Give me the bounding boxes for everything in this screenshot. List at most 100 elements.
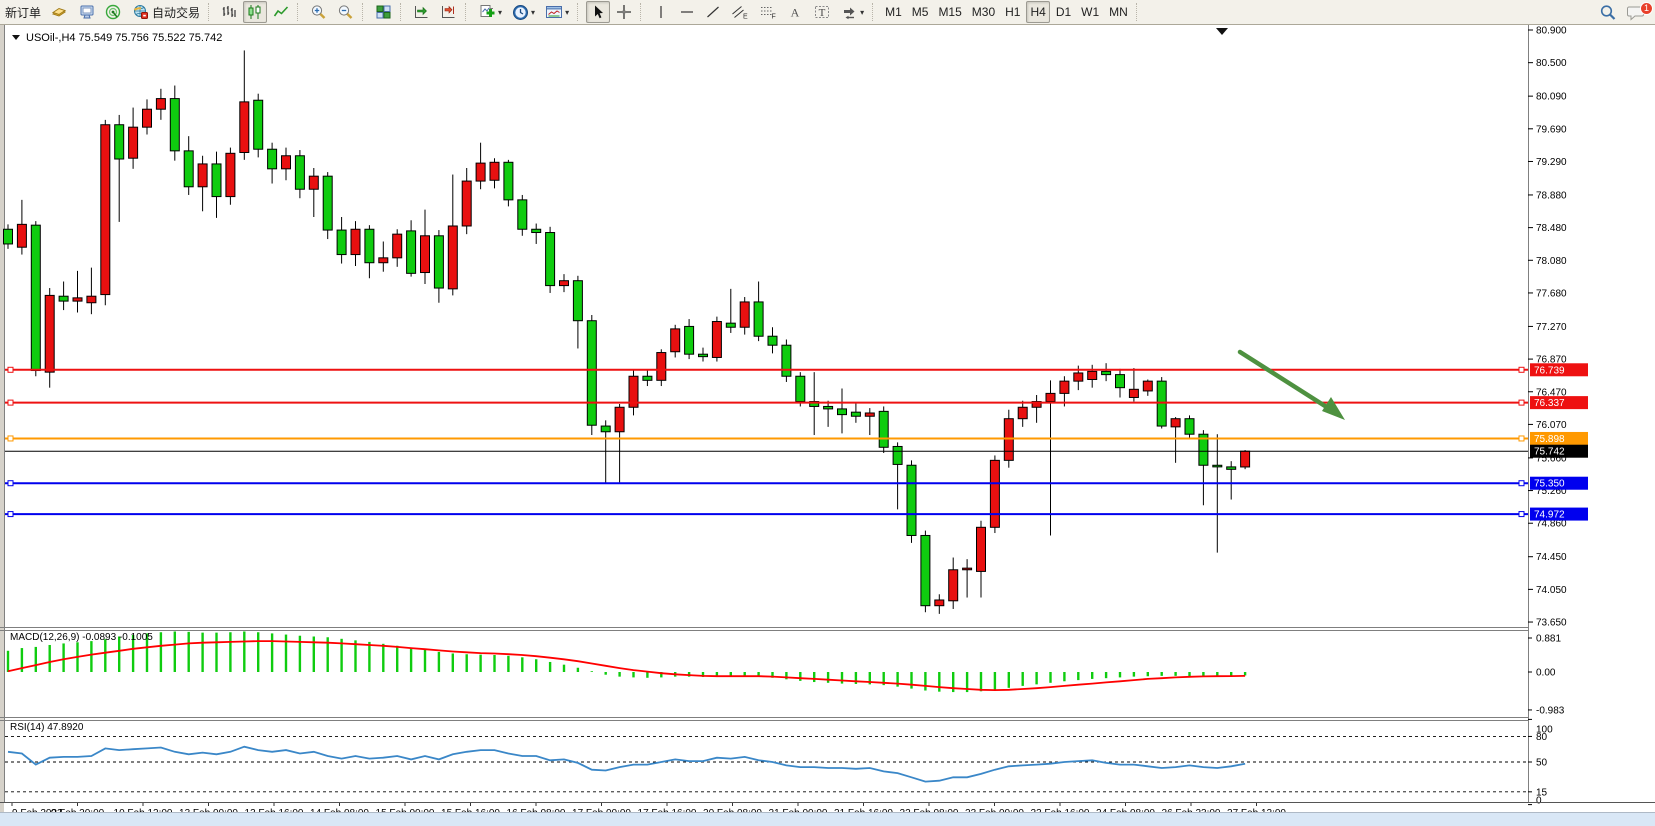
time-axis-label: 13 Feb 00:00 bbox=[179, 808, 238, 812]
support-line-1-price-chip bbox=[1530, 476, 1588, 490]
candle-down bbox=[322, 175, 333, 231]
tile-windows-button[interactable] bbox=[371, 1, 396, 23]
time-axis-label: 24 Feb 08:00 bbox=[1096, 808, 1155, 812]
rsi-axis-label: 100 bbox=[1536, 725, 1553, 736]
chevron-down-icon[interactable]: ▾ bbox=[498, 7, 503, 17]
rsi-axis-label: 50 bbox=[1536, 758, 1548, 769]
time-axis-label: 21 Feb 00:00 bbox=[769, 808, 828, 812]
hline-icon bbox=[679, 4, 695, 20]
candle-up bbox=[739, 301, 750, 328]
periods-button[interactable]: ▾ bbox=[508, 1, 539, 23]
bar-chart-button[interactable] bbox=[217, 1, 241, 23]
candle-down bbox=[169, 98, 180, 152]
price-axis-label: 75.260 bbox=[1536, 486, 1567, 497]
auto-trading-button[interactable]: 自动交易 bbox=[128, 1, 204, 23]
down-trend-arrow[interactable] bbox=[1237, 349, 1345, 420]
candle-down bbox=[253, 99, 264, 150]
arrow-head[interactable] bbox=[1322, 397, 1345, 420]
time-axis-label: 16 Feb 08:00 bbox=[507, 808, 566, 812]
pivot-line-right-handle[interactable] bbox=[1518, 435, 1525, 442]
tf-d1-button[interactable]: D1 bbox=[1052, 1, 1075, 23]
chart-shift-button[interactable] bbox=[436, 1, 461, 23]
chevron-down-icon[interactable]: ▾ bbox=[531, 7, 536, 17]
templates-button[interactable]: ▾ bbox=[541, 1, 573, 23]
resistance-line-2-left-handle[interactable] bbox=[7, 399, 14, 406]
market-watch-button[interactable] bbox=[47, 1, 72, 23]
indicators-button[interactable]: ▾ bbox=[474, 1, 506, 23]
price-axis-label: 76.470 bbox=[1536, 387, 1567, 398]
support-line-1-left-handle[interactable] bbox=[7, 480, 14, 487]
zoom-out-icon bbox=[337, 4, 354, 20]
resistance-line-1-right-handle[interactable] bbox=[1518, 366, 1525, 373]
resistance-line-1-left-handle[interactable] bbox=[7, 366, 14, 373]
horizontal-line-button[interactable] bbox=[675, 1, 699, 23]
support-line-2-left-handle[interactable] bbox=[7, 511, 14, 518]
auto-scroll-button[interactable] bbox=[409, 1, 434, 23]
shapes-icon bbox=[841, 4, 858, 20]
price-axis-label: 79.690 bbox=[1536, 124, 1567, 135]
chevron-down-icon[interactable]: ▾ bbox=[565, 7, 570, 17]
candle-down bbox=[892, 445, 903, 465]
candle-up bbox=[1017, 406, 1028, 420]
candle-up bbox=[475, 162, 486, 182]
cursor-button[interactable] bbox=[586, 1, 611, 23]
price-axis-label: 77.680 bbox=[1536, 288, 1567, 299]
zoom-in-button[interactable] bbox=[306, 1, 331, 23]
status-bar bbox=[0, 812, 1655, 826]
chat-button[interactable]: 1 bbox=[1623, 1, 1653, 23]
shapes-button[interactable]: ▾ bbox=[837, 1, 868, 23]
signal-button[interactable] bbox=[101, 1, 126, 23]
tf-w1-button[interactable]: W1 bbox=[1077, 1, 1103, 23]
rsi-panel: RSI(14) 47.8920 bbox=[5, 722, 1528, 793]
label-button[interactable]: T bbox=[809, 1, 835, 23]
data-window-button[interactable] bbox=[74, 1, 99, 23]
macd-axis-label: -0.983 bbox=[1536, 705, 1565, 716]
fibonacci-button[interactable]: F bbox=[755, 1, 781, 23]
folder-gold-icon bbox=[51, 4, 68, 20]
line-chart-button[interactable] bbox=[269, 1, 293, 23]
macd-axis-label: 0.00 bbox=[1536, 668, 1556, 679]
candle-up bbox=[155, 98, 166, 110]
time-axis-label: 9 Feb 2023 bbox=[12, 808, 63, 812]
vertical-line-button[interactable] bbox=[649, 1, 673, 23]
notification-badge[interactable]: 1 bbox=[1640, 2, 1653, 15]
candle-down bbox=[586, 320, 597, 426]
tf-m5-button[interactable]: M5 bbox=[908, 1, 933, 23]
time-axis[interactable]: 9 Feb 20239 Feb 20:00 10 Feb 12:00 13 Feb … bbox=[11, 802, 1286, 812]
candle-up bbox=[628, 375, 639, 408]
candle-up bbox=[614, 406, 625, 433]
pivot-line-left-handle[interactable] bbox=[7, 435, 14, 442]
candlestick-series bbox=[3, 50, 1251, 614]
zoom-out-button[interactable] bbox=[333, 1, 358, 23]
candle-up bbox=[948, 569, 959, 602]
tf-h4-button[interactable]: H4 bbox=[1026, 1, 1050, 23]
crosshair-button[interactable] bbox=[612, 1, 636, 23]
arrow-shaft[interactable] bbox=[1237, 349, 1339, 416]
chevron-down-icon[interactable]: ▾ bbox=[860, 7, 865, 17]
candle-down bbox=[406, 230, 417, 274]
candlestick-chart-button[interactable] bbox=[243, 1, 268, 23]
new-order-button[interactable]: 新订单 bbox=[1, 1, 45, 23]
chart-shift-marker[interactable] bbox=[1216, 28, 1228, 35]
candle-down bbox=[906, 464, 917, 536]
tf-h1-button[interactable]: H1 bbox=[1001, 1, 1024, 23]
tf-m5-button-label: M5 bbox=[911, 5, 929, 19]
tf-mn-button[interactable]: MN bbox=[1105, 1, 1132, 23]
resistance-line-2-right-handle[interactable] bbox=[1518, 399, 1525, 406]
channel-button[interactable]: E bbox=[727, 1, 753, 23]
chart-plot-area[interactable] bbox=[5, 25, 1528, 802]
tf-m15-button[interactable]: M15 bbox=[934, 1, 965, 23]
toolbar-separator bbox=[1135, 3, 1141, 21]
tf-m30-button[interactable]: M30 bbox=[968, 1, 999, 23]
chart-window[interactable]: USOil-,H4 75.549 75.756 75.522 75.742 MAC… bbox=[0, 25, 1655, 812]
support-line-2-right-handle[interactable] bbox=[1518, 511, 1525, 518]
candle-down bbox=[364, 228, 375, 264]
tf-m1-button[interactable]: M1 bbox=[881, 1, 906, 23]
candle-down bbox=[725, 322, 736, 328]
support-line-1-right-handle[interactable] bbox=[1518, 480, 1525, 487]
trendline-button[interactable] bbox=[701, 1, 725, 23]
text-button[interactable]: A bbox=[783, 1, 807, 23]
symbol-dropdown-icon[interactable] bbox=[12, 35, 20, 40]
search-button[interactable] bbox=[1595, 1, 1621, 23]
candle-up bbox=[489, 161, 500, 181]
